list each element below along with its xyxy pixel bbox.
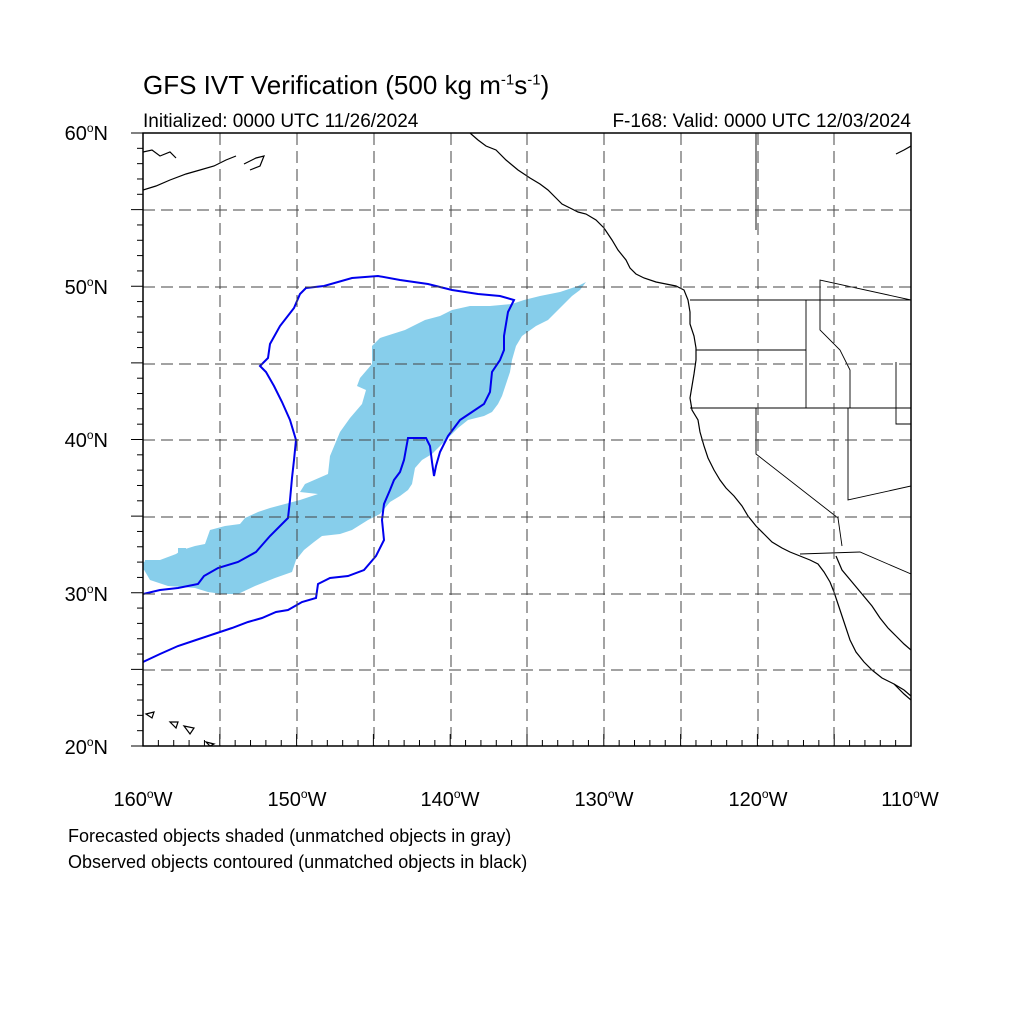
lon-label-130: 130oW [574, 787, 634, 811]
initialized-time: Initialized: 0000 UTC 11/26/2024 [143, 111, 419, 132]
lon-label-120: 120oW [728, 787, 788, 811]
observed-object-contour [143, 274, 516, 663]
lon-label-160: 160oW [113, 787, 173, 811]
coastline-gulf-of-california [835, 555, 911, 701]
forecast-note: Forecasted objects shaded (unmatched obj… [68, 826, 512, 846]
coastline-alaska-aleutians [143, 149, 265, 191]
coastline-north-america [469, 133, 911, 697]
valid-time: F-168: Valid: 0000 UTC 12/03/2024 [612, 111, 911, 132]
lon-label-110: 110oW [881, 787, 939, 811]
map-title: GFS IVT Verification (500 kg m-1s-1) [143, 70, 550, 100]
forecast-object-fragment [143, 548, 186, 570]
lon-label-140: 140oW [420, 787, 480, 811]
lon-label-150: 150oW [267, 787, 327, 811]
gridlines [143, 133, 911, 746]
lat-label-30: 30oN [64, 582, 108, 606]
lat-label-20: 20oN [64, 735, 108, 759]
lat-label-50: 50oN [64, 275, 108, 299]
forecast-object [143, 282, 586, 594]
islands-hawaii [144, 711, 216, 746]
axis-ticks [131, 132, 912, 747]
observed-note: Observed objects contoured (unmatched ob… [68, 852, 528, 872]
lat-label-40: 40oN [64, 428, 108, 452]
boundaries-political [690, 133, 911, 575]
lat-label-60: 60oN [64, 121, 108, 145]
